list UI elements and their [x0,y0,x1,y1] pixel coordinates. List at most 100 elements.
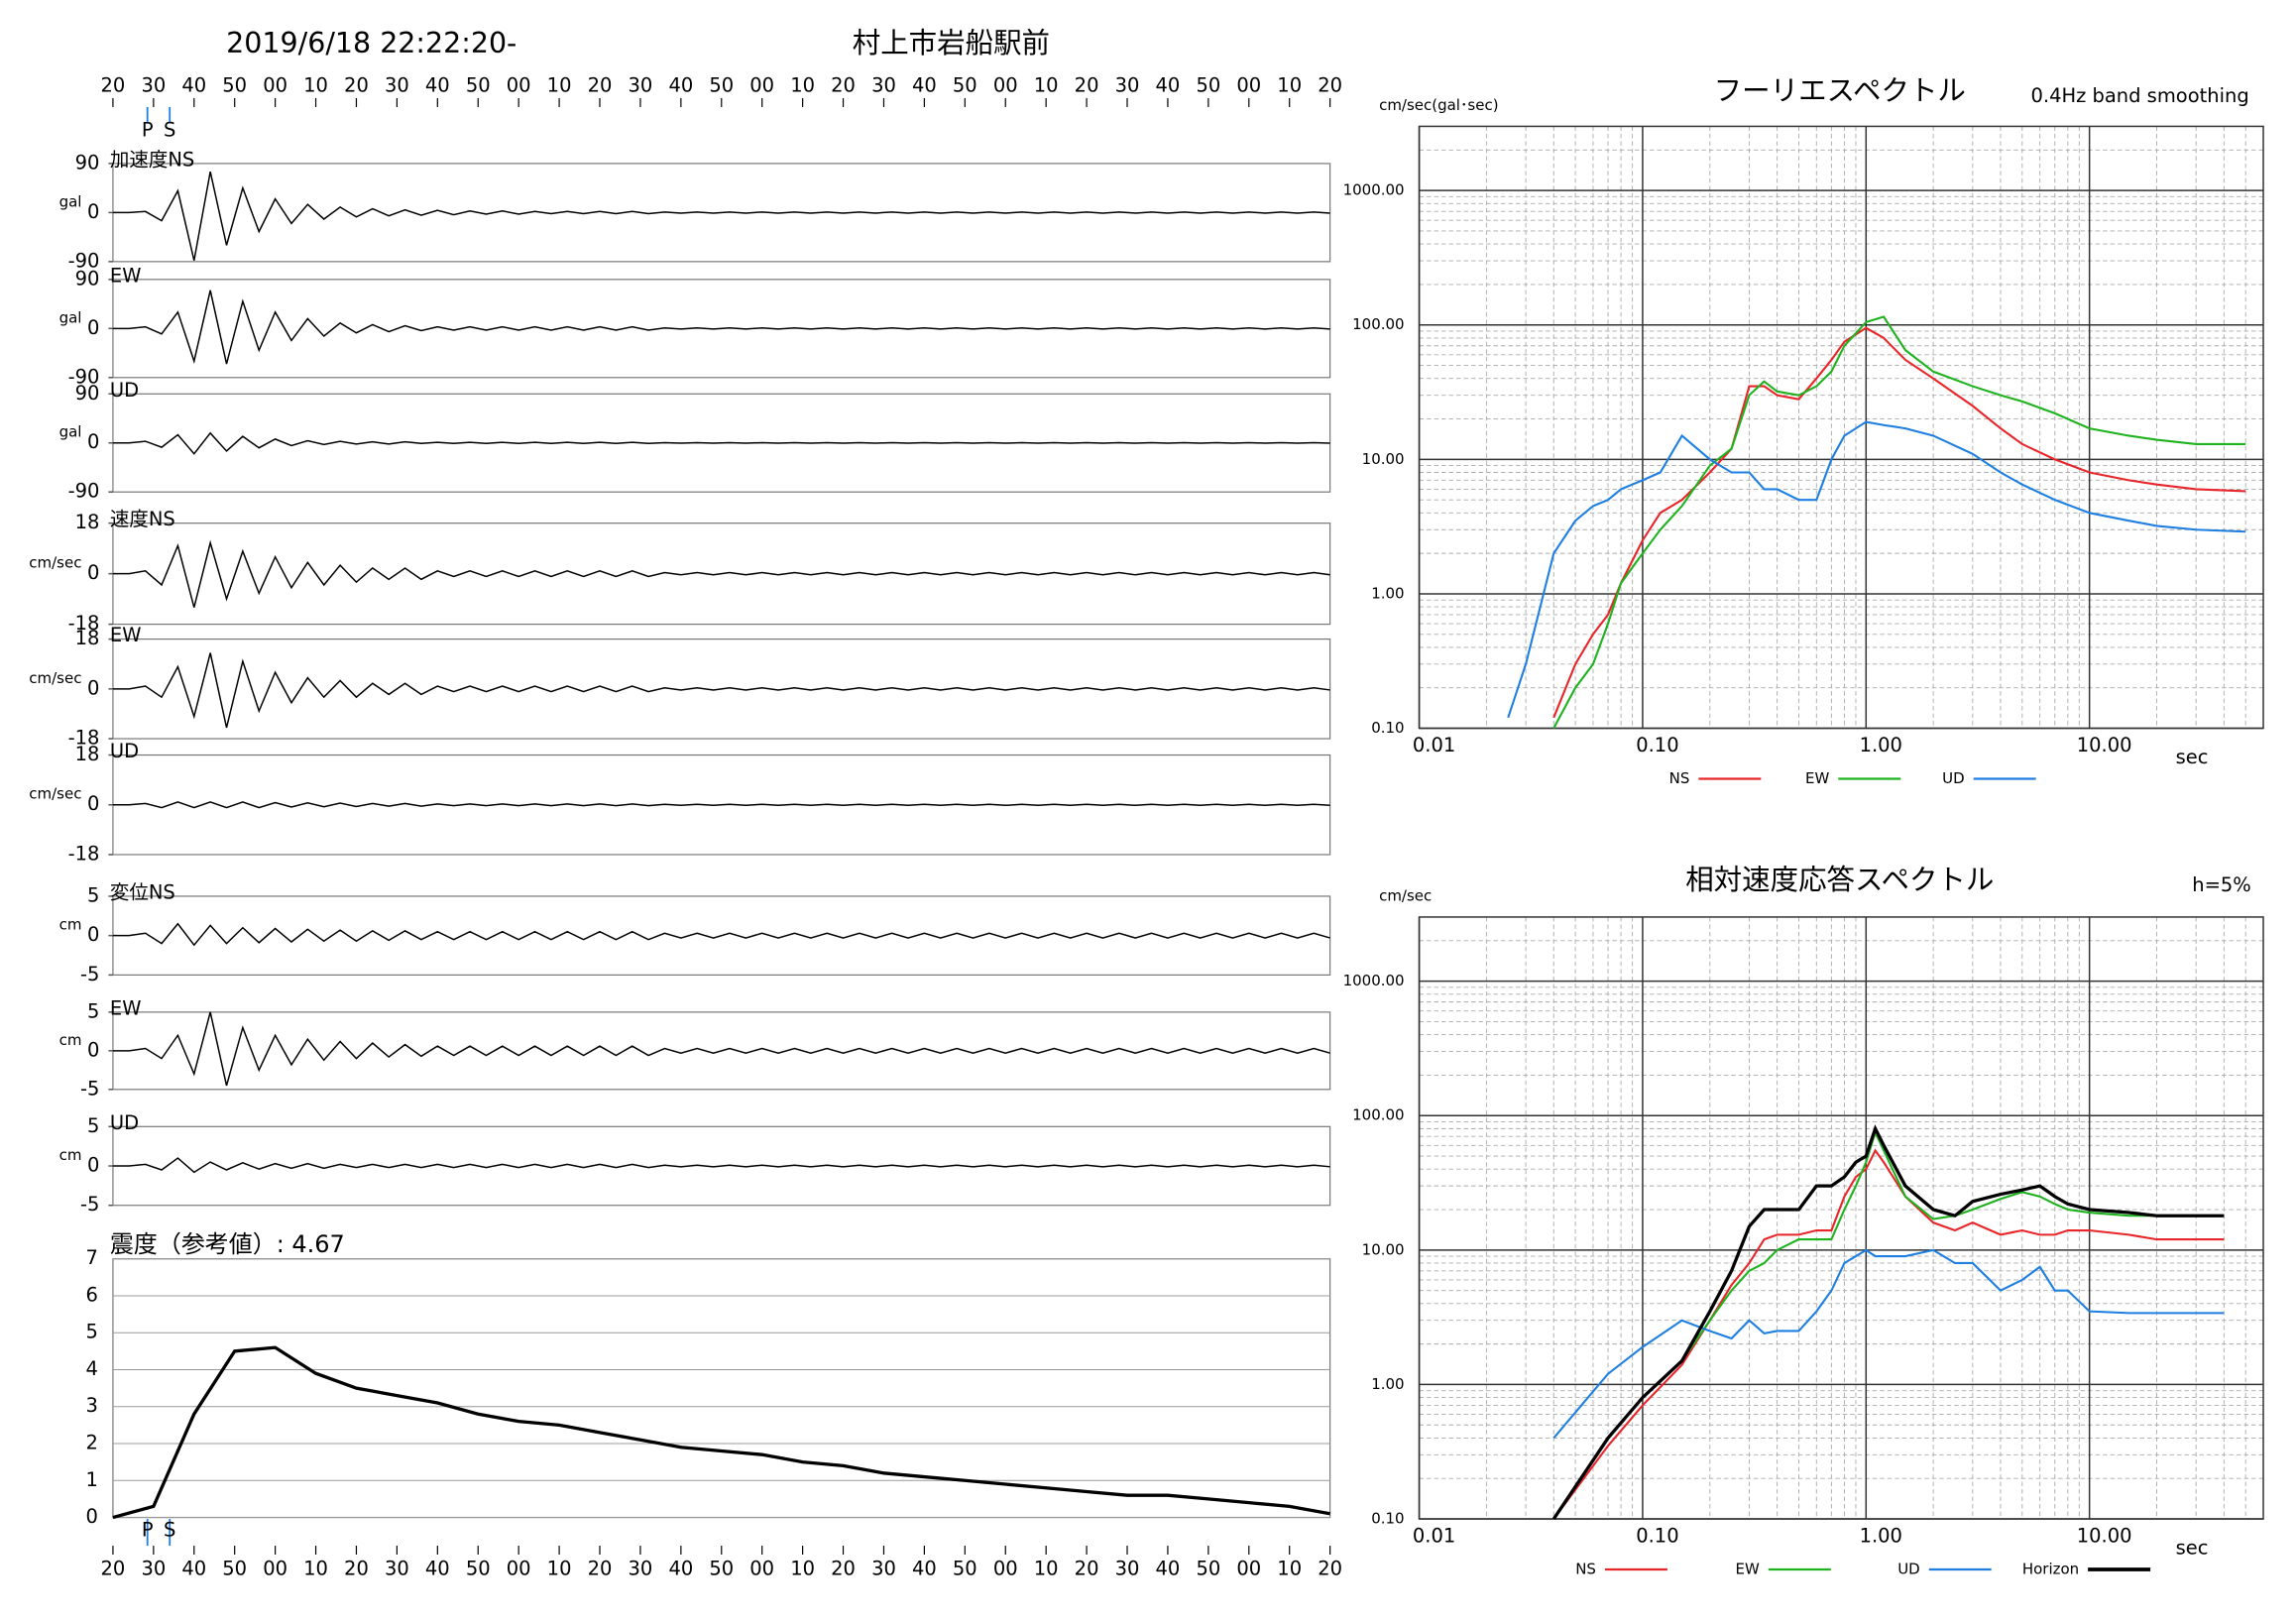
legend-label: EW [1736,1561,1760,1578]
fourier-x-label: sec [2176,746,2209,768]
time-tick-label: 30 [871,1558,896,1580]
intensity-title: 震度（参考値）: 4.67 [110,1230,345,1258]
time-tick-label: 00 [749,1558,774,1580]
time-tick-label: 50 [953,73,977,96]
time-tick-label: 00 [507,73,531,96]
spectrum-line [1551,1124,2225,1520]
time-tick-label: 20 [344,1558,369,1580]
legend-label: NS [1669,769,1690,787]
y-tick-label: -90 [68,249,100,272]
y-tick-label: 0 [87,1038,99,1061]
y-tick-label: -90 [68,365,100,388]
y-tick-label: 0 [87,430,99,453]
y-tick-label: 5 [87,999,99,1022]
y-tick-label: 4 [86,1357,98,1380]
spectrum-line [1552,1148,2225,1520]
time-tick-label: 30 [1115,1558,1140,1580]
time-tick-label: 40 [425,1558,450,1580]
time-tick-label: 40 [912,73,937,96]
time-tick-label: 50 [953,1558,977,1580]
time-tick-label: 40 [1156,73,1181,96]
spectrum-line [1552,315,2246,730]
time-tick-label: 40 [668,73,693,96]
y-tick-label: 90 [75,382,100,405]
time-tick-label: 20 [1318,1558,1342,1580]
time-tick-label: 10 [303,1558,328,1580]
x-tick-label: 0.10 [1636,734,1678,756]
response-subtitle: h=5% [2192,873,2251,896]
time-tick-label: 30 [629,73,653,96]
y-tick-label: 100.00 [1352,315,1404,333]
time-tick-label: 30 [629,1558,653,1580]
panel-name: EW [110,624,142,646]
x-tick-label: 0.01 [1413,1525,1455,1548]
time-tick-label: 00 [263,73,287,96]
panel-name: 変位NS [110,880,175,903]
time-tick-label: 10 [790,1558,815,1580]
y-tick-label: 10.00 [1362,450,1405,468]
time-tick-label: 20 [1318,73,1342,96]
y-tick-label: 90 [75,151,100,174]
panel-name: UD [110,1111,139,1134]
y-tick-label: 1.00 [1371,1375,1404,1393]
y-tick-label: -5 [80,1077,99,1100]
fourier-title: フーリエスペクトル [1714,74,1966,107]
panel-unit: cm/sec [29,785,81,803]
y-tick-label: 0 [87,561,99,584]
time-tick-label: 10 [1277,1558,1302,1580]
y-tick-label: 7 [86,1246,98,1269]
plot-frame [1418,125,2264,730]
time-tick-label: 50 [222,1558,247,1580]
time-tick-label: 10 [547,73,572,96]
fourier-subtitle: 0.4Hz band smoothing [2031,84,2249,107]
panel-name: 速度NS [110,508,175,530]
time-tick-label: 20 [831,73,856,96]
panel-unit: gal [59,423,82,441]
x-tick-label: 0.10 [1636,1525,1678,1548]
y-tick-label: 0 [87,200,99,223]
phase-label: P [142,118,154,141]
y-tick-label: 0 [86,1505,98,1528]
phase-label: S [164,1519,175,1542]
intensity-line [112,1345,1330,1520]
y-tick-label: 0 [87,792,99,815]
time-tick-label: 20 [588,1558,613,1580]
time-tick-label: 30 [385,73,409,96]
date: 2019/6/18 22:22:20- [226,27,517,59]
waveform [112,431,1330,455]
y-tick-label: 0.10 [1371,1510,1404,1528]
y-tick-label: 1 [86,1468,98,1491]
legend-label: UD [1897,1561,1920,1578]
y-tick-label: 2 [86,1432,98,1454]
spectrum-line [1552,1248,2225,1440]
y-tick-label: 5 [87,1114,99,1137]
y-tick-label: -18 [68,727,100,750]
x-tick-label: 10.00 [2077,1525,2132,1548]
spectrum-line [1552,326,2246,719]
time-tick-label: 40 [181,73,206,96]
time-tick-label: 30 [385,1558,409,1580]
time-tick-label: 50 [222,73,247,96]
y-tick-label: 1000.00 [1343,972,1405,989]
y-tick-label: 6 [86,1283,98,1306]
panel-unit: gal [59,308,82,326]
waveform [112,290,1330,365]
time-tick-label: 40 [1156,1558,1181,1580]
y-tick-label: -5 [80,1193,99,1216]
time-tick-label: 50 [709,73,734,96]
time-tick-label: 00 [507,1558,531,1580]
time-tick-label: 00 [263,1558,287,1580]
phase-label: S [164,118,175,141]
panel-unit: cm/sec [29,554,81,572]
response-y-label: cm/sec [1379,886,1432,904]
response-x-label: sec [2176,1537,2209,1560]
time-tick-label: 20 [588,73,613,96]
y-tick-label: -5 [80,963,99,985]
time-tick-label: 50 [709,1558,734,1580]
waveform [112,172,1330,261]
y-tick-label: 3 [86,1394,98,1417]
y-tick-label: 90 [75,267,100,290]
